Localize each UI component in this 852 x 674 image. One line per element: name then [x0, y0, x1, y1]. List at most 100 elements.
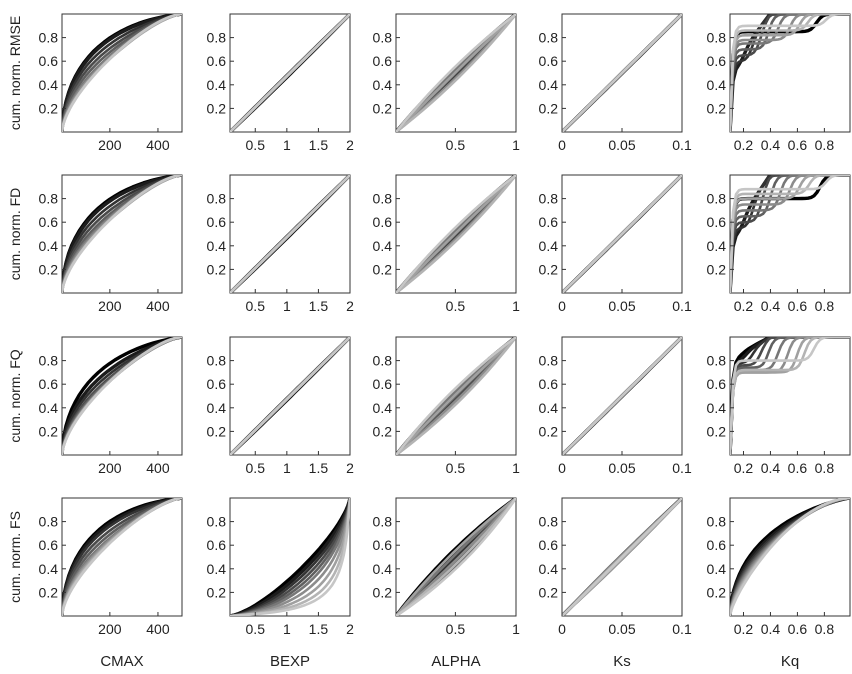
- x-tick-label: 1.5: [309, 460, 329, 476]
- y-tick-label: 0.2: [373, 584, 393, 600]
- curves-group: [396, 498, 516, 616]
- x-tick-label: 1: [512, 137, 520, 153]
- x-tick-label: 200: [98, 137, 122, 153]
- y-tick-label: 0.6: [707, 376, 727, 392]
- y-tick-label: 0.4: [707, 238, 727, 254]
- cdf-series-line: [62, 498, 182, 616]
- y-tick-label: 0.4: [39, 561, 59, 577]
- y-tick-label: 0.4: [39, 238, 59, 254]
- cdf-series-line: [730, 14, 850, 132]
- y-tick-label: 0.4: [707, 561, 727, 577]
- cdf-series-line: [230, 337, 350, 455]
- y-tick-label: 0.4: [707, 400, 727, 416]
- panel-r2-c2: 0.2 0.4 0.6 0.8 0.5 1 1.5 2: [207, 174, 354, 314]
- cdf-series-line: [62, 175, 182, 293]
- y-tick-label: 0.8: [373, 514, 393, 530]
- y-tick-label: 0.6: [207, 537, 227, 553]
- curves-group: [562, 14, 682, 132]
- panel-r1-c1: 0.2 0.4 0.6 0.8 200 400: [39, 13, 183, 153]
- y-tick-label: 0.8: [707, 30, 727, 46]
- cdf-series-line: [396, 175, 516, 293]
- x-tick-label: 0.4: [761, 298, 781, 314]
- x-tick-label: 0.05: [608, 298, 635, 314]
- x-tick-label: 0.4: [761, 137, 781, 153]
- y-tick-label: 0.8: [539, 514, 559, 530]
- y-tick-label: 0.8: [373, 353, 393, 369]
- cdf-series-line: [62, 337, 182, 455]
- x-tick-label: 0.5: [446, 460, 466, 476]
- panel-r4-c3: 0.2 0.4 0.6 0.8 0.5 1: [373, 497, 520, 637]
- y-tick-label: 0.8: [539, 191, 559, 207]
- x-tick-label: 200: [98, 621, 122, 637]
- cdf-series-line: [396, 498, 516, 616]
- y-tick-label: 0.4: [373, 400, 393, 416]
- cdf-series-line: [396, 337, 516, 455]
- y-tick-label: 0.6: [707, 53, 727, 69]
- y-tick-label: 0.6: [539, 376, 559, 392]
- y-tick-label: 0.4: [373, 77, 393, 93]
- y-tick-label: 0.6: [707, 214, 727, 230]
- cdf-series-line: [730, 175, 850, 293]
- row-ylabel: cum. norm. FD: [7, 188, 23, 281]
- panel-r1-c2: 0.2 0.4 0.6 0.8 0.5 1 1.5 2: [207, 13, 354, 153]
- cdf-series-line: [730, 337, 850, 455]
- cdf-series-line: [396, 14, 516, 132]
- cdf-series-line: [62, 14, 182, 132]
- x-tick-label: 0.2: [734, 298, 754, 314]
- curves-group: [62, 14, 182, 132]
- y-tick-label: 0.6: [539, 53, 559, 69]
- curves-group: [230, 337, 350, 455]
- y-tick-label: 0.2: [207, 100, 227, 116]
- cdf-series-line: [396, 498, 516, 616]
- y-tick-label: 0.2: [207, 423, 227, 439]
- cdf-series-line: [230, 498, 350, 616]
- cdf-series-line: [730, 337, 850, 455]
- row-ylabel: cum. norm. RMSE: [7, 16, 23, 130]
- cdf-series-line: [730, 14, 850, 132]
- y-tick-label: 0.4: [373, 561, 393, 577]
- x-tick-label: 0.6: [788, 621, 808, 637]
- x-tick-label: 0.1: [672, 137, 692, 153]
- panel-r3-c1: 0.2 0.4 0.6 0.8 200 400: [39, 336, 183, 476]
- y-tick-label: 0.8: [39, 514, 59, 530]
- y-tick-label: 0.6: [207, 376, 227, 392]
- y-tick-label: 0.6: [207, 53, 227, 69]
- y-tick-label: 0.4: [207, 77, 227, 93]
- cdf-series-line: [396, 498, 516, 616]
- x-tick-label: 1.5: [309, 298, 329, 314]
- y-tick-label: 0.6: [373, 53, 393, 69]
- y-tick-label: 0.8: [39, 191, 59, 207]
- panel-r2-c1: 0.2 0.4 0.6 0.8 200 400: [39, 174, 183, 314]
- cdf-series-line: [730, 14, 850, 132]
- curves-group: [562, 175, 682, 293]
- x-tick-label: 0.4: [761, 460, 781, 476]
- panel-r1-c5: 0.2 0.4 0.6 0.8 0.2 0.4 0.6 0.8: [707, 13, 851, 153]
- curves-group: [230, 175, 350, 293]
- axes-box: [729, 13, 851, 133]
- curves-group: [562, 498, 682, 616]
- cdf-series-line: [730, 175, 850, 293]
- x-tick-label: 200: [98, 298, 122, 314]
- x-tick-label: 0.8: [815, 298, 835, 314]
- x-tick-label: 1: [283, 460, 291, 476]
- cdf-series-line: [730, 175, 850, 293]
- y-tick-label: 0.8: [39, 353, 59, 369]
- y-tick-label: 0.2: [707, 423, 727, 439]
- x-tick-label: 0.8: [815, 621, 835, 637]
- x-tick-label: 0.05: [608, 137, 635, 153]
- x-tick-label: 2: [346, 298, 354, 314]
- cdf-series-line: [396, 337, 516, 455]
- axes-box: [729, 497, 851, 617]
- curves-group: [230, 498, 350, 616]
- y-tick-label: 0.4: [373, 238, 393, 254]
- y-tick-label: 0.8: [707, 514, 727, 530]
- y-tick-label: 0.8: [707, 191, 727, 207]
- x-tick-label: 0.6: [788, 137, 808, 153]
- y-tick-label: 0.8: [707, 353, 727, 369]
- x-tick-label: 400: [146, 298, 170, 314]
- x-tick-label: 0.1: [672, 621, 692, 637]
- x-tick-label: 1: [512, 298, 520, 314]
- panel-r4-c5: 0.2 0.4 0.6 0.8 0.2 0.4 0.6 0.8: [707, 497, 851, 637]
- cdf-series-line: [730, 14, 850, 132]
